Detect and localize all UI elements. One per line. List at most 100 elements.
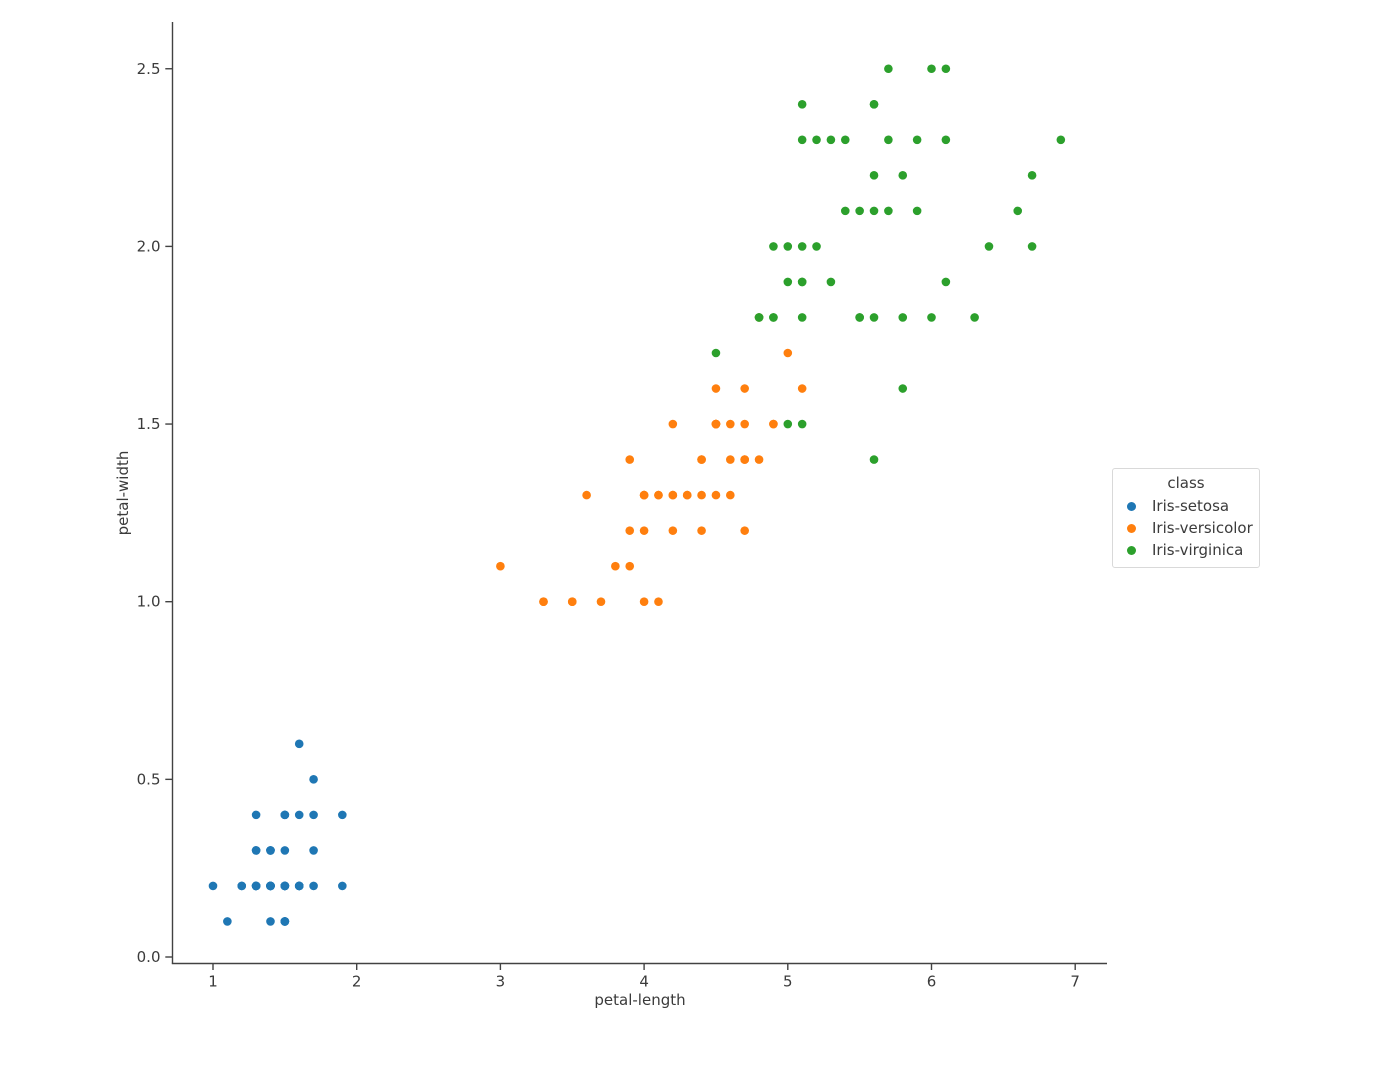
data-point-iris-versicolor <box>711 384 721 393</box>
data-point-iris-virginica <box>1013 206 1023 216</box>
data-point-iris-setosa <box>251 846 261 855</box>
data-point-iris-setosa <box>280 810 290 820</box>
data-point-iris-versicolor <box>740 455 749 464</box>
data-point-iris-versicolor <box>496 561 505 571</box>
data-point-iris-versicolor <box>539 597 548 606</box>
data-point-iris-virginica <box>783 277 793 287</box>
legend-entry: Iris-setosa <box>1113 495 1259 517</box>
legend-label: Iris-virginica <box>1152 541 1244 559</box>
data-point-iris-versicolor <box>769 419 778 429</box>
data-point-iris-virginica <box>797 419 807 429</box>
y-tick-label: 2.0 <box>137 237 161 255</box>
data-point-iris-versicolor <box>697 490 706 500</box>
data-point-iris-virginica <box>1056 135 1066 145</box>
data-point-iris-versicolor <box>740 526 749 535</box>
data-point-iris-versicolor <box>567 597 577 606</box>
x-tick-label: 5 <box>783 973 793 991</box>
data-point-iris-versicolor <box>596 597 606 606</box>
data-point-iris-versicolor <box>797 384 807 393</box>
y-tick-label: 1.5 <box>137 415 161 433</box>
data-point-iris-setosa <box>223 917 232 926</box>
data-point-iris-setosa <box>280 846 290 855</box>
data-point-iris-virginica <box>797 277 807 287</box>
legend-entry: Iris-versicolor <box>1113 517 1259 539</box>
data-point-iris-virginica <box>840 206 850 216</box>
data-point-iris-versicolor <box>711 490 721 500</box>
data-point-iris-setosa <box>237 881 247 891</box>
data-point-iris-virginica <box>869 313 879 322</box>
data-point-iris-setosa <box>280 881 290 891</box>
legend-marker-icon <box>1127 501 1136 511</box>
y-tick-label: 0.5 <box>137 770 161 788</box>
data-point-iris-versicolor <box>668 526 678 535</box>
data-point-iris-versicolor <box>697 526 706 535</box>
data-point-iris-virginica <box>898 313 908 322</box>
data-point-iris-setosa <box>309 881 318 891</box>
data-point-iris-virginica <box>783 242 793 251</box>
data-point-iris-virginica <box>812 135 821 145</box>
data-point-iris-virginica <box>711 348 721 358</box>
data-point-iris-setosa <box>266 881 275 891</box>
data-point-iris-virginica <box>898 171 908 180</box>
data-point-iris-virginica <box>812 242 821 251</box>
data-point-iris-versicolor <box>711 419 721 429</box>
data-point-iris-virginica <box>797 313 807 322</box>
data-point-iris-versicolor <box>783 348 793 358</box>
data-point-iris-virginica <box>912 206 922 216</box>
y-axis-label: petal-width <box>114 450 132 536</box>
data-point-iris-setosa <box>251 881 261 891</box>
data-point-iris-virginica <box>869 171 879 180</box>
legend-entries: Iris-setosa Iris-versicolor Iris-virginica <box>1113 495 1259 561</box>
x-tick-label: 6 <box>927 973 937 991</box>
data-point-iris-virginica <box>869 99 879 109</box>
data-point-iris-virginica <box>1027 171 1037 180</box>
data-point-iris-setosa <box>208 881 218 891</box>
data-point-iris-versicolor <box>639 526 649 535</box>
data-point-iris-versicolor <box>682 490 692 500</box>
data-point-iris-virginica <box>970 313 979 322</box>
data-point-iris-virginica <box>855 313 864 322</box>
data-point-iris-setosa <box>251 810 261 820</box>
data-point-iris-virginica <box>927 313 936 322</box>
data-point-iris-versicolor <box>697 455 706 464</box>
data-point-iris-virginica <box>869 206 879 216</box>
y-tick-label: 1.0 <box>137 593 161 611</box>
data-point-iris-versicolor <box>668 419 678 429</box>
data-point-iris-versicolor <box>611 561 620 571</box>
data-point-iris-virginica <box>783 419 793 429</box>
data-point-iris-versicolor <box>625 455 635 464</box>
data-point-iris-versicolor <box>654 597 663 606</box>
data-point-iris-versicolor <box>726 490 735 500</box>
data-point-iris-setosa <box>338 810 347 820</box>
y-tick-label: 2.5 <box>137 60 161 78</box>
data-point-iris-setosa <box>309 775 318 784</box>
data-point-iris-setosa <box>266 917 275 926</box>
data-point-iris-versicolor <box>668 490 678 500</box>
data-point-iris-virginica <box>912 135 922 145</box>
data-point-iris-setosa <box>294 810 304 820</box>
data-point-iris-versicolor <box>639 597 649 606</box>
y-tick-label: 0.0 <box>137 948 161 966</box>
legend-label: Iris-versicolor <box>1152 519 1253 537</box>
x-tick-label: 2 <box>352 973 362 991</box>
x-axis-label: petal-length <box>594 991 686 1009</box>
data-point-iris-virginica <box>769 313 778 322</box>
data-point-iris-virginica <box>941 64 951 74</box>
data-point-iris-virginica <box>840 135 850 145</box>
data-point-iris-virginica <box>898 384 908 393</box>
data-point-iris-setosa <box>294 881 304 891</box>
data-point-iris-setosa <box>266 846 275 855</box>
data-point-iris-virginica <box>1027 242 1037 251</box>
data-point-iris-virginica <box>826 277 836 287</box>
legend: class Iris-setosa Iris-versicolor Iris-vir… <box>1112 468 1260 568</box>
data-point-iris-versicolor <box>625 526 635 535</box>
data-point-iris-virginica <box>941 135 951 145</box>
data-point-iris-virginica <box>754 313 764 322</box>
data-point-iris-virginica <box>927 64 936 74</box>
data-point-iris-virginica <box>884 135 893 145</box>
x-tick-label: 1 <box>208 973 218 991</box>
data-point-iris-virginica <box>884 64 893 74</box>
data-point-iris-versicolor <box>582 490 591 500</box>
